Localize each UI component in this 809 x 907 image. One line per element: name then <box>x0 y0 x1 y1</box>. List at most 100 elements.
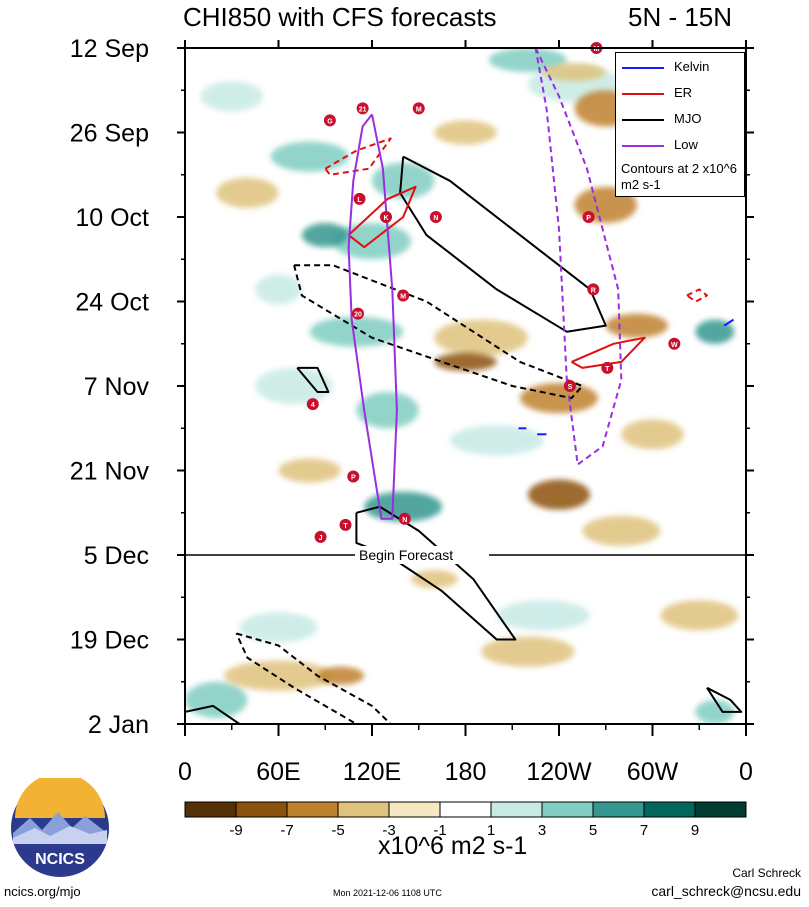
latitude-band: 5N - 15N <box>628 2 733 32</box>
contour-mjo <box>399 155 607 333</box>
colorbar-bin <box>388 801 441 818</box>
colorbar-tick-label: 1 <box>487 822 495 839</box>
colorbar: -9 -7 -5 -3 -1 1 3 5 7 9 <box>184 801 747 839</box>
contour-low <box>534 48 623 466</box>
anomaly-patch <box>364 491 443 522</box>
contour-er <box>571 336 646 369</box>
storm-icon <box>668 337 681 350</box>
storm-marker: M <box>397 289 410 302</box>
colorbar-bin <box>439 801 492 818</box>
storm-label: W <box>671 342 678 349</box>
storm-label: M <box>400 293 406 300</box>
storm-icon <box>582 211 595 223</box>
storm-icon <box>339 518 352 531</box>
legend-contour-note: Contours at 2 x10^6 m2 s-1 <box>621 161 737 192</box>
storm-marker: R <box>587 283 600 296</box>
colorbar-tick-label: -9 <box>229 822 242 839</box>
storm-label: 4 <box>311 402 315 409</box>
storm-icon <box>306 398 319 411</box>
storm-marker: G <box>323 114 336 127</box>
x-tick-label: 0 <box>739 758 753 786</box>
storm-icon <box>397 289 410 302</box>
anomaly-patch <box>695 699 735 724</box>
storm-marker: M <box>412 102 425 115</box>
anomaly-patch <box>543 63 606 82</box>
colorbar-tick-label: 9 <box>691 822 699 839</box>
anomaly-patch <box>496 600 591 631</box>
ncics-logo: NCICS <box>11 778 109 877</box>
storm-label: T <box>343 523 348 530</box>
storm-label: L <box>357 197 362 204</box>
contour-er <box>686 288 708 303</box>
anomaly-patch <box>356 392 419 429</box>
anomaly-patch <box>200 81 263 112</box>
storm-icon <box>587 283 600 296</box>
anomaly-patch <box>372 162 435 199</box>
colorbar-bin <box>694 801 747 818</box>
begin-forecast-label: Begin Forecast <box>359 547 453 563</box>
storm-label: N <box>402 517 407 524</box>
storm-label: J <box>319 535 323 542</box>
storm-marker: N <box>398 512 411 525</box>
storm-label: M <box>593 46 599 53</box>
colorbar-tick-label: 5 <box>589 822 597 839</box>
storm-marker: T <box>601 361 614 374</box>
storm-markers: G 21 M L K N P R M 20 W T S 4 P N T J M <box>306 42 681 543</box>
storm-label: 20 <box>354 312 362 319</box>
colorbar-units: x10^6 m2 s-1 <box>378 832 528 860</box>
logo-text: NCICS <box>35 851 85 868</box>
x-tick-label: 0 <box>178 758 192 786</box>
colorbar-tick-label: -5 <box>331 822 344 839</box>
chart-title: CHI850 with CFS forecasts <box>183 2 497 32</box>
colorbar-tick-label: 3 <box>538 822 546 839</box>
y-tick-label: 7 Nov <box>84 373 150 401</box>
colorbar-tick-label: 7 <box>640 822 648 839</box>
legend-label: ER <box>674 85 693 100</box>
anomaly-patch <box>255 274 302 305</box>
colorbar-bin <box>541 801 594 818</box>
issue-date: Mon 2021-12-06 1108 UTC <box>333 888 442 898</box>
storm-marker: 21 <box>356 102 369 115</box>
storm-marker: S <box>563 380 576 392</box>
storm-marker: P <box>347 470 360 483</box>
storm-icon <box>563 380 576 392</box>
colorbar-bin <box>286 801 339 818</box>
anomaly-patch <box>434 352 497 371</box>
anomaly-patch <box>223 660 334 691</box>
author-email: carl_schreck@ncsu.edu <box>651 883 801 899</box>
legend-label: Low <box>674 137 698 152</box>
storm-icon <box>412 102 425 115</box>
source-url: ncics.org/mjo <box>4 884 81 899</box>
colorbar-bin <box>643 801 696 818</box>
colorbar-tick-label: -1 <box>433 822 446 839</box>
anomaly-patch <box>434 120 497 145</box>
forecast-label-background <box>355 546 489 564</box>
contour-mjo <box>185 704 241 724</box>
x-tick-label: 60E <box>256 758 300 786</box>
anomaly-patch <box>621 419 684 450</box>
legend-swatch <box>622 119 664 121</box>
anomaly-patch <box>660 600 739 631</box>
anomaly-patch <box>216 177 279 208</box>
storm-label: 21 <box>359 106 367 113</box>
colorbar-bin <box>337 801 390 818</box>
legend: Kelvin ER MJO Low Contours at 2 x10^6 m2… <box>615 52 745 197</box>
storm-icon <box>380 211 393 223</box>
storm-icon <box>429 211 442 223</box>
anomaly-patch <box>488 48 567 73</box>
x-tick-label: 120W <box>526 758 592 786</box>
legend-label: MJO <box>674 111 702 126</box>
colorbar-bin <box>184 801 237 818</box>
storm-icon <box>351 307 364 320</box>
storm-icon <box>323 114 336 127</box>
storm-icon <box>398 512 411 525</box>
colorbar-bin <box>490 801 543 818</box>
colorbar-bin <box>592 801 645 818</box>
contour-low <box>347 113 398 520</box>
anomaly-patch <box>309 316 404 347</box>
y-tick-label: 24 Oct <box>75 289 149 317</box>
contour-mjo <box>296 366 330 393</box>
y-tick-label: 21 Nov <box>70 458 150 486</box>
storm-marker: T <box>339 518 352 531</box>
y-tick-label: 2 Jan <box>88 711 149 739</box>
